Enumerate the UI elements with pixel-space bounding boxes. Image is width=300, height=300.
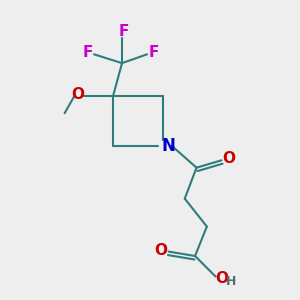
Text: O: O — [222, 151, 236, 166]
Text: H: H — [226, 275, 236, 288]
Text: O: O — [155, 243, 168, 258]
Text: F: F — [148, 45, 159, 60]
Text: F: F — [82, 45, 93, 60]
Text: N: N — [162, 136, 176, 154]
Text: O: O — [71, 87, 84, 102]
Text: O: O — [215, 271, 228, 286]
Text: F: F — [118, 24, 129, 39]
